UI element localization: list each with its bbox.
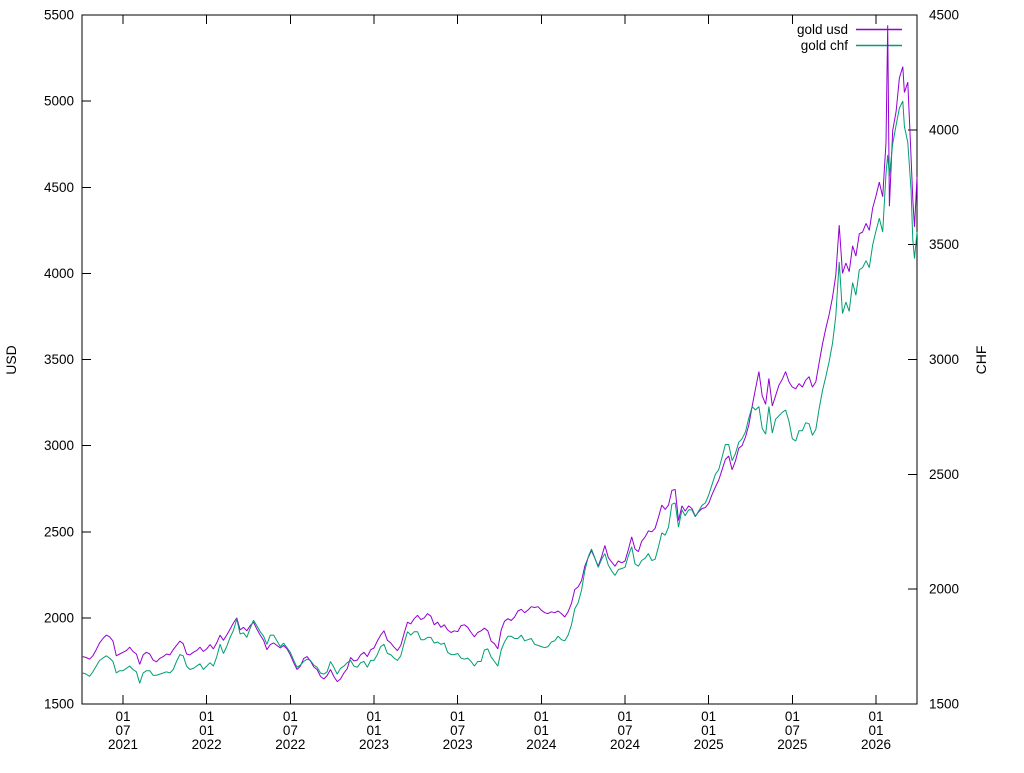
x-tick-label: 2022 [275,737,305,752]
series-layer [82,25,918,684]
legend-label-gold-chf: gold chf [801,38,849,53]
x-tick-label: 01 [868,723,883,738]
y-left-tick-label: 3000 [44,438,74,453]
y-left-tick-label: 4500 [44,180,74,195]
y-right-tick-label: 4000 [929,122,959,137]
y-right-tick-label: 3000 [929,352,959,367]
y-right-tick-label: 2500 [929,467,959,482]
x-tick-label: 07 [283,723,298,738]
y-left-tick-label: 4000 [44,266,74,281]
axes-layer: 0107202101012022010720220101202301072023… [44,8,959,753]
legend: gold usd gold chf [797,22,902,53]
x-tick-label: 01 [115,709,130,724]
y-left-tick-label: 5500 [44,8,74,23]
y-left-tick-label: 1500 [44,697,74,712]
x-tick-label: 2026 [861,737,891,752]
x-tick-label: 01 [701,723,716,738]
x-tick-label: 2023 [443,737,473,752]
x-tick-label: 2023 [359,737,389,752]
x-tick-label: 01 [450,709,465,724]
x-tick-label: 01 [534,709,549,724]
x-tick-label: 01 [366,709,381,724]
y-right-tick-label: 2000 [929,582,959,597]
x-tick-label: 07 [450,723,465,738]
x-tick-label: 01 [534,723,549,738]
x-tick-label: 2025 [777,737,807,752]
x-tick-label: 07 [785,723,800,738]
x-tick-label: 01 [701,709,716,724]
y-left-tick-label: 5000 [44,94,74,109]
x-tick-label: 01 [199,723,214,738]
y-left-axis-title: USD [3,345,19,375]
x-tick-label: 01 [785,709,800,724]
x-tick-label: 01 [868,709,883,724]
x-tick-label: 2021 [108,737,138,752]
x-tick-label: 07 [115,723,130,738]
x-tick-label: 2022 [192,737,222,752]
legend-label-gold-usd: gold usd [797,22,848,37]
y-right-tick-label: 1500 [929,697,959,712]
x-tick-label: 2024 [526,737,557,752]
x-tick-label: 2025 [694,737,724,752]
y-right-axis-title: CHF [973,346,989,375]
x-tick-label: 07 [617,723,632,738]
series-line-gold-chf [82,100,918,684]
y-right-tick-label: 3500 [929,237,959,252]
y-left-tick-label: 3500 [44,352,74,367]
series-line-gold-usd [82,25,918,682]
x-tick-label: 2024 [610,737,641,752]
y-left-tick-label: 2500 [44,524,74,539]
y-left-tick-label: 2000 [44,610,74,625]
y-right-tick-label: 4500 [929,8,959,23]
x-tick-label: 01 [283,709,298,724]
x-tick-label: 01 [199,709,214,724]
plot-border [81,14,918,705]
x-tick-label: 01 [366,723,381,738]
x-tick-label: 01 [617,709,632,724]
